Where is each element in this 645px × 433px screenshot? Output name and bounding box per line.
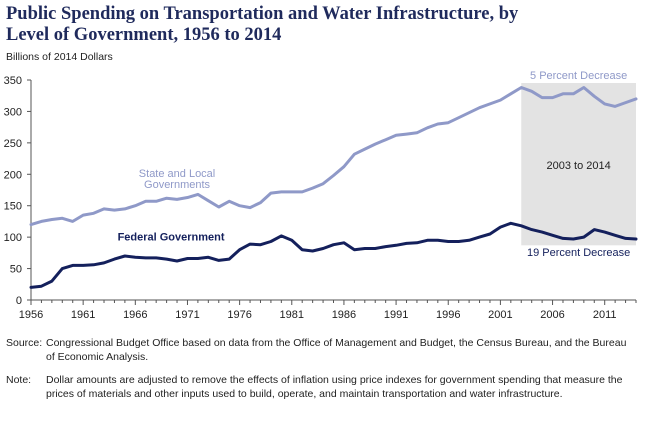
y-axis-units-label: Billions of 2014 Dollars [6, 51, 113, 63]
state-local-series-line [29, 86, 638, 227]
shaded-period-region [521, 83, 636, 246]
x-tick-label: 1956 [19, 309, 43, 321]
y-tick-label: 100 [4, 232, 22, 244]
chart-title: Public Spending on Transportation and Wa… [6, 4, 636, 46]
federal-label: Federal Government [118, 232, 225, 244]
shaded-period-label: 2003 to 2014 [547, 160, 611, 172]
y-tick-label: 0 [16, 295, 22, 307]
x-tick-label: 1981 [280, 309, 304, 321]
federal-series-line [29, 221, 638, 289]
x-tick-label: 2001 [488, 309, 512, 321]
x-tick-label: 1961 [71, 309, 95, 321]
x-tick-label: 2006 [540, 309, 564, 321]
chart-title-line-1: Public Spending on Transportation and Wa… [6, 4, 519, 24]
chart-title-line-2: Level of Government, 1956 to 2014 [6, 25, 282, 45]
line-chart: 0 50 100 150 200 250 300 350 1956 1961 1966 1971 197… [4, 70, 638, 321]
y-tick-label: 50 [10, 264, 22, 276]
y-tick-label: 300 [4, 106, 22, 118]
state-local-label-line-1: State and Local [139, 168, 215, 180]
state-local-decrease-annotation: 5 Percent Decrease [530, 70, 627, 82]
federal-decrease-annotation: 19 Percent Decrease [527, 247, 630, 259]
y-tick-label: 200 [4, 169, 22, 181]
y-tick-label: 150 [4, 201, 22, 213]
x-tick-label: 1991 [384, 309, 408, 321]
x-tick-label: 1986 [332, 309, 356, 321]
note-footnote: Note: Dollar amounts are adjusted to rem… [6, 373, 638, 401]
source-text: Congressional Budget Office based on dat… [46, 337, 627, 363]
state-local-label-line-2: Governments [144, 179, 211, 191]
note-label: Note: [6, 374, 32, 386]
y-tick-label: 350 [4, 75, 22, 87]
x-tick-label: 1976 [227, 309, 251, 321]
source-footnote: Source: Congressional Budget Office base… [6, 336, 638, 364]
y-tick-label: 250 [4, 138, 22, 150]
source-label: Source: [6, 337, 43, 349]
x-tick-label: 1996 [436, 309, 460, 321]
x-tick-label: 1966 [123, 309, 147, 321]
note-text: Dollar amounts are adjusted to remove th… [46, 374, 623, 400]
x-tick-label: 1971 [175, 309, 199, 321]
x-tick-label: 2011 [593, 309, 617, 321]
